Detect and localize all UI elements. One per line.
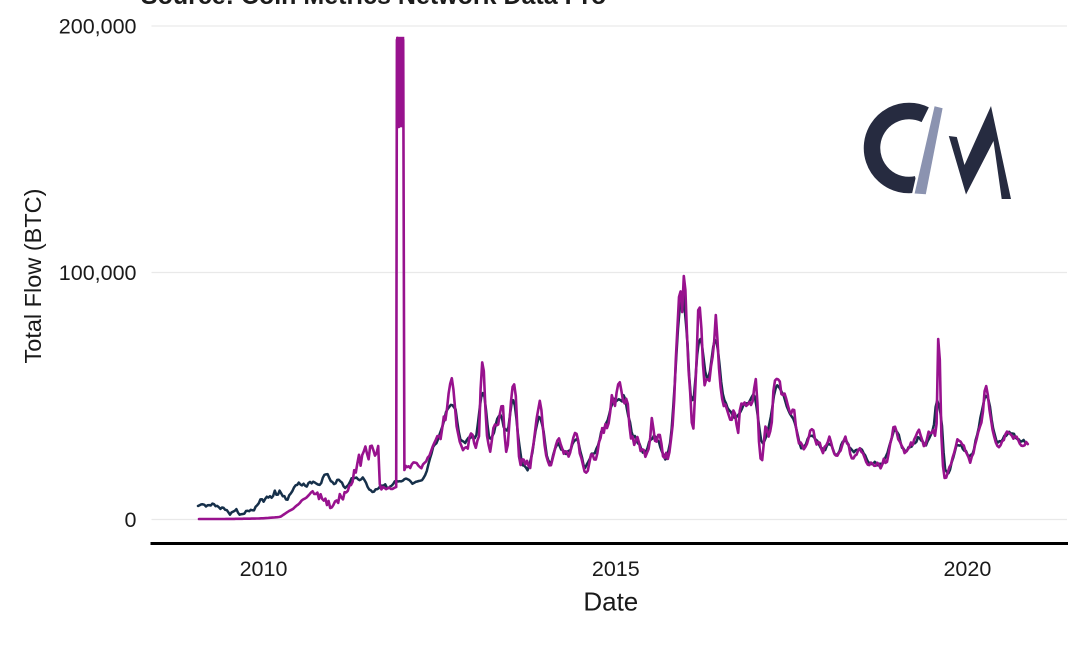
svg-text:2015: 2015: [592, 557, 640, 581]
svg-text:200,000: 200,000: [59, 14, 137, 38]
svg-text:Date: Date: [583, 587, 638, 617]
svg-text:Source: Coin Metrics Network D: Source: Coin Metrics Network Data Pro: [141, 0, 606, 10]
svg-text:2020: 2020: [943, 557, 991, 581]
svg-text:100,000: 100,000: [59, 261, 137, 285]
svg-text:2010: 2010: [240, 557, 288, 581]
svg-text:0: 0: [125, 508, 137, 532]
svg-text:Total Flow (BTC): Total Flow (BTC): [20, 189, 46, 364]
